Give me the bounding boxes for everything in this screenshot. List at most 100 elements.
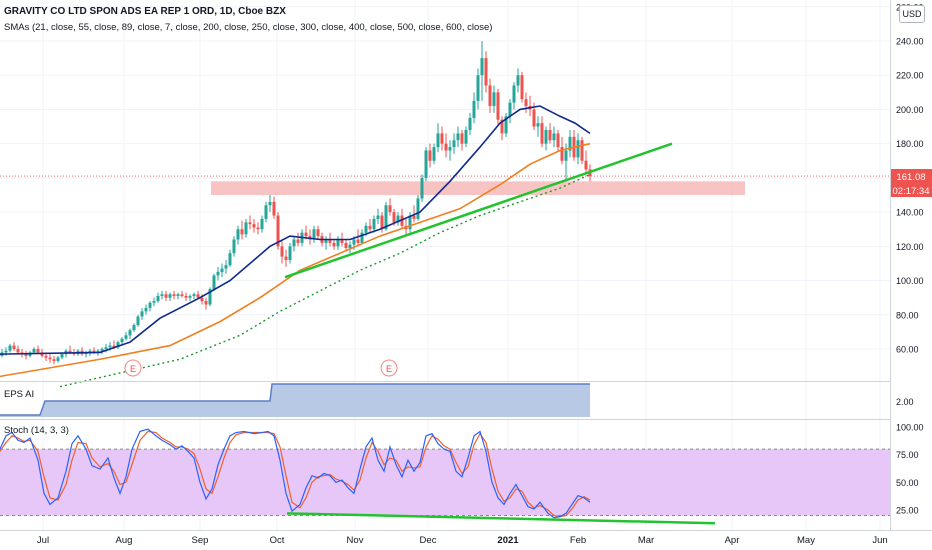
candle-body[interactable] [296,239,300,243]
candle-body[interactable] [252,224,256,228]
candle-body[interactable] [484,58,488,86]
candle-body[interactable] [440,133,444,144]
candle-body[interactable] [152,301,156,303]
candle-body[interactable] [248,222,252,225]
candle-body[interactable] [168,294,172,298]
candle-body[interactable] [388,205,392,213]
candle-body[interactable] [232,239,236,254]
candle-body[interactable] [192,294,196,296]
candle-body[interactable] [560,147,564,161]
candle-body[interactable] [196,294,200,298]
candle-body[interactable] [172,294,176,296]
candle-body[interactable] [552,133,556,141]
candle-body[interactable] [48,357,52,360]
candle-body[interactable] [60,354,64,358]
candle-body[interactable] [12,345,16,349]
candle-body[interactable] [496,92,500,120]
candle-body[interactable] [256,227,260,230]
candle-body[interactable] [124,335,128,339]
candle-body[interactable] [508,102,512,117]
candle-body[interactable] [216,272,220,276]
candle-body[interactable] [576,140,580,158]
price-trendline[interactable] [284,142,673,279]
candle-body[interactable] [116,342,120,348]
candle-body[interactable] [580,140,584,161]
candle-body[interactable] [264,205,268,219]
candle-body[interactable] [472,100,476,118]
candle-body[interactable] [140,311,144,317]
candle-body[interactable] [260,218,264,230]
candle-body[interactable] [292,239,296,247]
candle-body[interactable] [160,294,164,296]
candle-body[interactable] [336,239,340,247]
candle-body[interactable] [112,345,116,348]
candle-body[interactable] [212,275,216,290]
candle-body[interactable] [356,239,360,243]
candle-body[interactable] [200,297,204,302]
candle-body[interactable] [284,256,288,261]
candle-body[interactable] [468,118,472,130]
candle-body[interactable] [368,225,372,230]
candle-body[interactable] [436,133,440,148]
candle-body[interactable] [392,212,396,223]
candle-body[interactable] [68,350,72,353]
candle-body[interactable] [332,242,336,247]
candle-body[interactable] [244,222,248,235]
candle-body[interactable] [104,347,108,349]
candle-body[interactable] [548,129,552,141]
candle-body[interactable] [564,150,568,161]
candle-body[interactable] [108,345,112,348]
candle-body[interactable] [176,294,180,296]
candle-body[interactable] [132,325,136,331]
candle-body[interactable] [4,350,8,353]
candle-body[interactable] [488,85,492,107]
candle-body[interactable] [408,215,412,230]
candle-body[interactable] [516,75,520,86]
candle-body[interactable] [156,295,160,302]
earnings-marker-2[interactable]: E [380,359,398,377]
candle-body[interactable] [316,229,320,237]
candle-body[interactable] [376,215,380,219]
candle-body[interactable] [240,229,244,235]
candle-body[interactable] [228,253,232,266]
candle-body[interactable] [444,143,448,151]
candle-body[interactable] [396,215,400,223]
candle-body[interactable] [412,215,416,219]
candle-body[interactable] [360,232,364,243]
candle-body[interactable] [480,58,484,76]
candle-body[interactable] [36,349,40,353]
candle-body[interactable] [500,119,504,134]
candle-body[interactable] [460,133,464,144]
candle-body[interactable] [416,198,420,219]
candle-body[interactable] [144,307,148,312]
earnings-marker-1[interactable]: E [124,359,142,377]
candle-body[interactable] [364,225,368,233]
candle-body[interactable] [424,150,428,178]
candle-body[interactable] [56,357,60,361]
candle-body[interactable] [120,338,124,343]
candle-body[interactable] [540,123,544,144]
candle-body[interactable] [280,246,284,257]
candle-body[interactable] [504,116,508,134]
candle-body[interactable] [452,140,456,148]
candle-body[interactable] [136,316,140,326]
candle-body[interactable] [340,239,344,243]
candle-body[interactable] [348,244,352,249]
candle-body[interactable] [220,268,224,272]
stoch-trendline[interactable] [286,512,716,525]
candle-body[interactable] [432,147,436,161]
candle-body[interactable] [520,75,524,100]
candle-body[interactable] [184,295,188,298]
candle-body[interactable] [372,218,376,230]
candle-body[interactable] [88,350,92,353]
candle-body[interactable] [204,301,208,305]
candle-body[interactable] [352,239,356,245]
candle-body[interactable] [420,177,424,199]
candle-body[interactable] [456,133,460,141]
candle-body[interactable] [324,239,328,243]
candle-body[interactable] [544,129,548,144]
candle-body[interactable] [24,354,28,356]
candle-body[interactable] [52,359,56,361]
candle-body[interactable] [312,229,316,240]
